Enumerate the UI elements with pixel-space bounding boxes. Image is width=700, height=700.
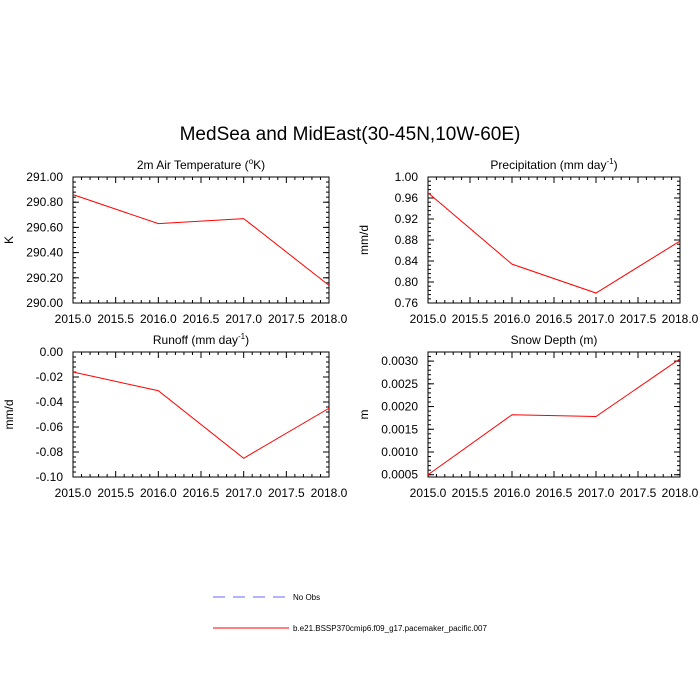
legend: No Obs b.e21.BSSP370cmip6.f09_g17.pacemak… [213,593,487,633]
figure-title: MedSea and MidEast(30-45N,10W-60E) [180,124,521,145]
x-tick-label: 2015.0 [55,486,92,500]
legend-label-1: No Obs [293,593,320,602]
y-tick-label: 0.0015 [381,422,418,436]
y-tick-label: 290.60 [26,220,63,234]
y-tick-label: 290.40 [26,246,63,260]
plot-frame [427,176,681,304]
x-tick-label: 2017.0 [578,312,615,326]
series-line-1 [427,358,681,476]
y-tick-label: 290.00 [26,296,63,310]
plot-frame [427,351,681,478]
x-tick-label: 2016.0 [140,486,177,500]
y-tick-label: 290.80 [26,195,63,209]
x-tick-label: 2018.0 [662,486,699,500]
x-tick-label: 2016.0 [494,312,531,326]
x-tick-label: 2015.0 [410,312,447,326]
x-tick-label: 2016.5 [183,312,220,326]
x-tick-label: 2018.0 [662,312,699,326]
y-tick-label: 0.80 [395,275,419,289]
y-axis-label: mm/d [357,225,371,255]
panel-3: Runoff (mm day-1) mm/d 2015.0 2015.5 2016.0 2… [2,332,348,500]
plot-frame [72,351,330,478]
x-tick-label: 2016.5 [536,312,573,326]
x-tick-label: 2016.5 [183,486,220,500]
y-tick-label: 0.0030 [381,354,418,368]
panel-2: Precipitation (mm day-1) mm/d 2015.0 2015.5… [357,157,699,326]
x-tick-label: 2017.0 [578,486,615,500]
panel-4: Snow Depth (m) m 2015.0 2015.5 2016.0 2016.5 2… [357,333,699,500]
y-tick-label: 0.92 [395,212,419,226]
x-tick-label: 2015.5 [97,486,134,500]
series-line-1 [72,194,330,286]
x-tick-label: 2015.5 [97,312,134,326]
x-tick-label: 2016.5 [536,486,573,500]
x-tick-label: 2016.0 [140,312,177,326]
x-tick-label: 2018.0 [311,312,348,326]
y-tick-label: -0.08 [36,445,64,459]
y-tick-label: 0.0010 [381,445,418,459]
x-tick-label: 2017.0 [225,312,262,326]
x-tick-label: 2017.5 [620,312,657,326]
x-tick-label: 2015.0 [55,312,92,326]
panels: 2m Air Temperature (oK) K 2015.0 2015.5 2016… [2,157,699,500]
y-tick-label: -0.02 [36,370,64,384]
panel-title: Precipitation (mm day-1) [490,157,617,172]
y-tick-label: 0.76 [395,296,419,310]
y-tick-label: 0.00 [40,345,64,359]
x-tick-label: 2017.5 [268,312,305,326]
y-tick-label: 291.00 [26,170,63,184]
plot-frame [72,176,330,304]
legend-label-2: b.e21.BSSP370cmip6.f09_g17.pacemaker_pac… [293,624,487,633]
y-tick-label: -0.06 [36,420,64,434]
panel-title: Runoff (mm day-1) [153,332,249,347]
x-tick-label: 2015.5 [452,312,489,326]
x-tick-label: 2017.5 [268,486,305,500]
y-axis-label: K [2,236,16,244]
y-tick-label: 0.0020 [381,400,418,414]
x-tick-label: 2017.5 [620,486,657,500]
y-tick-label: 0.88 [395,233,419,247]
x-tick-label: 2018.0 [311,486,348,500]
y-tick-label: 1.00 [395,170,419,184]
y-tick-label: 290.20 [26,271,63,285]
series-line-1 [427,192,681,294]
y-axis-label: m [357,410,371,420]
y-tick-label: -0.04 [36,395,64,409]
x-tick-label: 2015.0 [410,486,447,500]
panel-1: 2m Air Temperature (oK) K 2015.0 2015.5 2016… [2,157,348,326]
x-tick-label: 2016.0 [494,486,531,500]
y-tick-label: 0.84 [395,254,419,268]
y-tick-label: 0.0025 [381,377,418,391]
panel-title: 2m Air Temperature (oK) [137,157,265,172]
y-axis-label: mm/d [2,400,16,430]
y-tick-label: 0.0005 [381,468,418,482]
x-tick-label: 2017.0 [225,486,262,500]
series-line-1 [72,371,330,459]
y-tick-label: -0.10 [36,470,64,484]
panel-title: Snow Depth (m) [511,333,598,347]
y-tick-label: 0.96 [395,191,419,205]
x-tick-label: 2015.5 [452,486,489,500]
